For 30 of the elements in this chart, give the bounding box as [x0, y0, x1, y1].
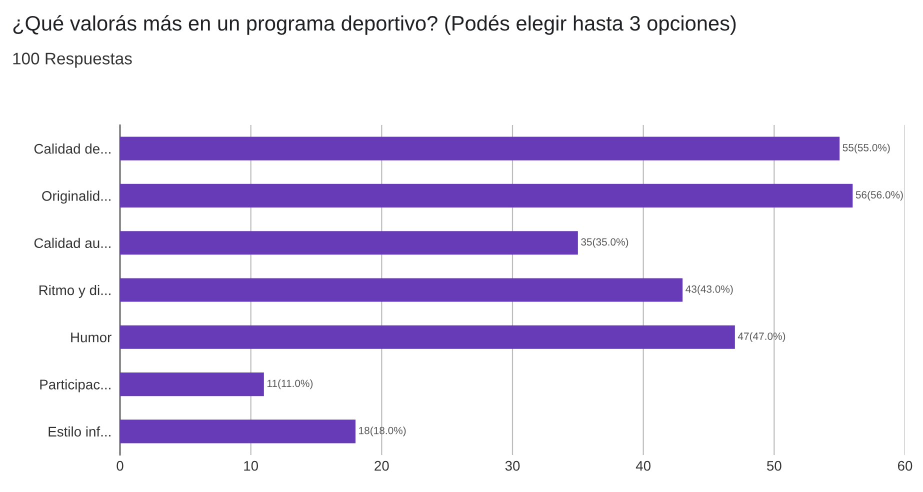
x-tick-label: 40 [636, 460, 651, 471]
x-tick-label: 0 [116, 460, 124, 471]
data-label: 35(35.0%) [581, 238, 628, 248]
y-tick-label: Calidad au... [34, 238, 110, 248]
data-label: 11(11.0%) [267, 379, 313, 390]
data-label: 47(47.0%) [738, 332, 786, 342]
data-label: 56(56.0%) [856, 190, 903, 201]
chart-title: ¿Qué valorás más en un programa deportivo? (Podés elegir hasta 3 opciones) [13, 15, 736, 35]
bar [120, 372, 264, 396]
bar [120, 420, 356, 444]
bar [120, 325, 735, 349]
data-label: 18(18.0%) [359, 426, 406, 436]
x-tick-label: 20 [374, 460, 389, 471]
x-tick-label: 30 [505, 460, 520, 471]
bar [120, 278, 683, 302]
x-tick-label: 50 [767, 460, 782, 471]
x-tick-label: 60 [898, 460, 912, 471]
bar [120, 231, 578, 255]
y-tick-label: Calidad de... [34, 144, 110, 154]
y-tick-label: Originalid... [42, 190, 110, 204]
chart-subtitle: 100 Respuestas [13, 52, 132, 68]
bar [120, 136, 840, 160]
y-tick-label: Humor [71, 332, 112, 342]
y-tick-label: Estilo inf... [48, 426, 110, 437]
x-tick-label: 10 [244, 460, 258, 471]
y-tick-label: Participac... [40, 379, 110, 392]
data-label: 43(43.0%) [686, 285, 733, 295]
bar [120, 184, 853, 208]
y-tick-label: Ritmo y di... [39, 284, 110, 298]
data-label: 55(55.0%) [842, 144, 890, 154]
